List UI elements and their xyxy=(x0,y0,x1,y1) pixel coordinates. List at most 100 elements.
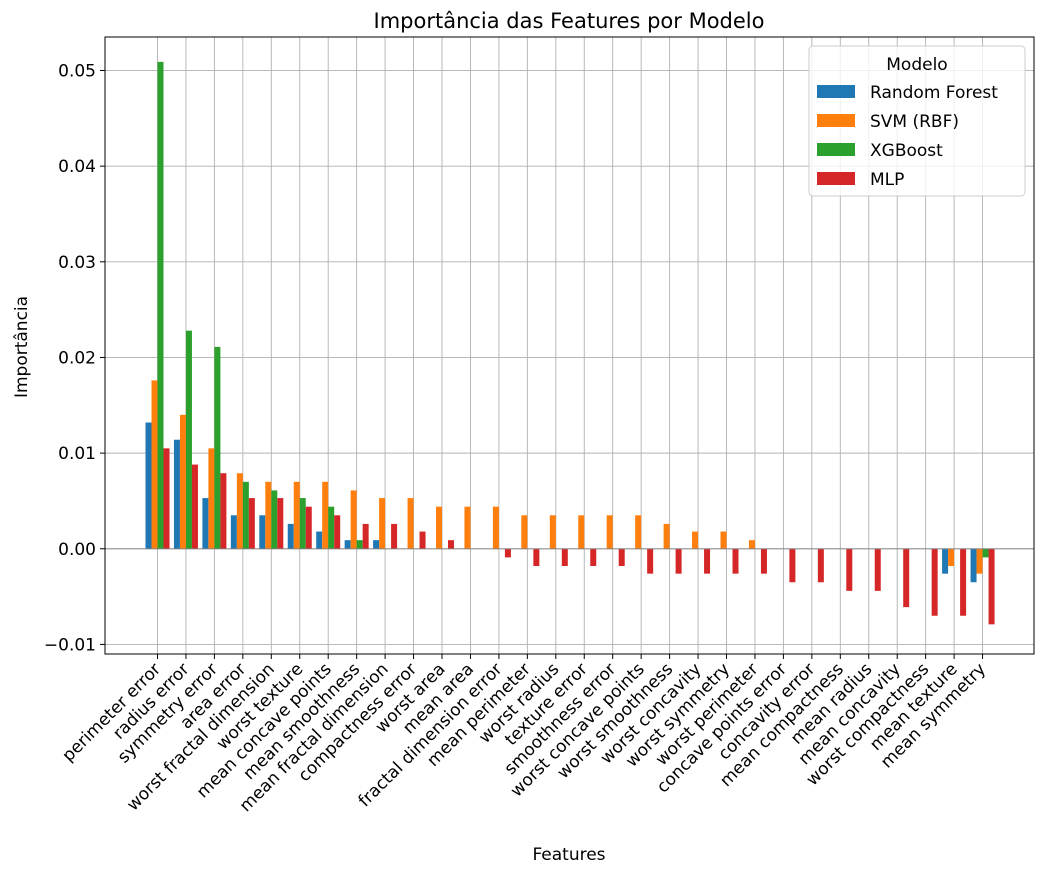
bar xyxy=(277,498,284,549)
bar xyxy=(157,61,164,549)
bar xyxy=(549,515,556,549)
bar xyxy=(391,523,398,549)
bar xyxy=(504,548,511,558)
bar xyxy=(259,515,266,549)
chart-title: Importância das Features por Modelo xyxy=(374,9,765,33)
bar xyxy=(732,548,739,574)
legend-items: Random Forest SVM (RBF) XGBoost MLP xyxy=(817,83,998,190)
y-axis-label: Importância xyxy=(12,296,32,398)
bar xyxy=(590,548,597,566)
bar xyxy=(362,523,369,549)
bar xyxy=(464,506,471,549)
bar xyxy=(299,498,306,549)
bar xyxy=(942,548,949,574)
legend-swatch xyxy=(817,85,855,98)
bar xyxy=(191,464,198,549)
bar xyxy=(533,548,540,566)
bar xyxy=(606,515,613,549)
y-tick-label: 0.01 xyxy=(58,444,96,464)
bar xyxy=(720,531,727,549)
bar xyxy=(675,548,682,574)
bar xyxy=(436,506,442,549)
legend: Modelo Random Forest SVM (RBF) XGBoost MLP xyxy=(808,45,1026,197)
bar xyxy=(145,422,152,549)
legend-entry: SVM (RBF) xyxy=(870,112,959,132)
y-tick-label: 0.00 xyxy=(58,540,96,560)
bar xyxy=(663,523,670,549)
legend-swatch xyxy=(817,143,855,156)
bar xyxy=(220,473,227,549)
bar xyxy=(379,498,386,549)
bar xyxy=(976,548,983,574)
legend-entry: XGBoost xyxy=(870,141,943,161)
bar xyxy=(970,548,977,583)
bar xyxy=(316,531,323,549)
bar xyxy=(236,473,243,549)
legend-swatch xyxy=(817,172,855,185)
bar xyxy=(287,523,294,549)
bar xyxy=(760,548,767,574)
bar xyxy=(322,481,329,549)
bar xyxy=(173,439,180,549)
bar xyxy=(179,414,186,549)
bar xyxy=(874,548,881,591)
y-tick-label: 0.04 xyxy=(58,157,96,177)
plot-frame xyxy=(104,36,1035,655)
bar xyxy=(334,515,341,549)
bar xyxy=(618,548,625,566)
bar xyxy=(561,548,568,566)
bar xyxy=(578,515,585,549)
bar xyxy=(948,548,955,566)
bar xyxy=(163,448,170,549)
bar xyxy=(704,548,711,574)
y-tick-label: 0.02 xyxy=(58,348,96,368)
legend-entry: Random Forest xyxy=(870,83,998,103)
bar xyxy=(988,548,995,625)
bar xyxy=(265,481,272,549)
bar xyxy=(202,498,209,549)
bar xyxy=(230,515,237,549)
bar xyxy=(350,490,357,549)
bar xyxy=(692,531,699,549)
legend-box xyxy=(808,45,1026,197)
bar xyxy=(846,548,853,591)
x-axis-label: Features xyxy=(532,845,605,865)
bar xyxy=(982,548,989,558)
bar xyxy=(344,540,351,549)
bar xyxy=(208,448,215,549)
legend-swatch xyxy=(817,114,855,127)
bar xyxy=(356,540,363,549)
bar xyxy=(960,548,967,616)
bar xyxy=(214,346,221,549)
bar xyxy=(293,481,300,549)
bars-layer xyxy=(145,61,995,625)
bar xyxy=(903,548,910,608)
bar xyxy=(635,515,642,549)
bar xyxy=(185,330,192,549)
bar xyxy=(419,531,426,549)
y-tick-label: 0.03 xyxy=(58,253,96,273)
y-tick-label: −0.01 xyxy=(44,635,96,655)
bar xyxy=(248,498,255,549)
bar xyxy=(242,481,249,549)
y-axis: −0.01 0.00 0.01 0.02 0.03 0.04 0.05 xyxy=(44,61,105,655)
bar xyxy=(373,540,380,549)
bar xyxy=(492,506,499,549)
bar xyxy=(748,540,755,549)
bar xyxy=(407,498,414,549)
bar xyxy=(448,540,454,549)
legend-entry: MLP xyxy=(870,170,904,190)
bar xyxy=(521,515,528,549)
bar xyxy=(151,380,158,549)
bar xyxy=(789,548,796,583)
bar xyxy=(271,490,278,549)
legend-title: Modelo xyxy=(886,55,947,75)
bar xyxy=(931,548,938,616)
bar xyxy=(305,506,312,549)
bar xyxy=(328,506,335,549)
y-tick-label: 0.05 xyxy=(58,61,96,81)
bar xyxy=(647,548,654,574)
bar xyxy=(817,548,824,583)
